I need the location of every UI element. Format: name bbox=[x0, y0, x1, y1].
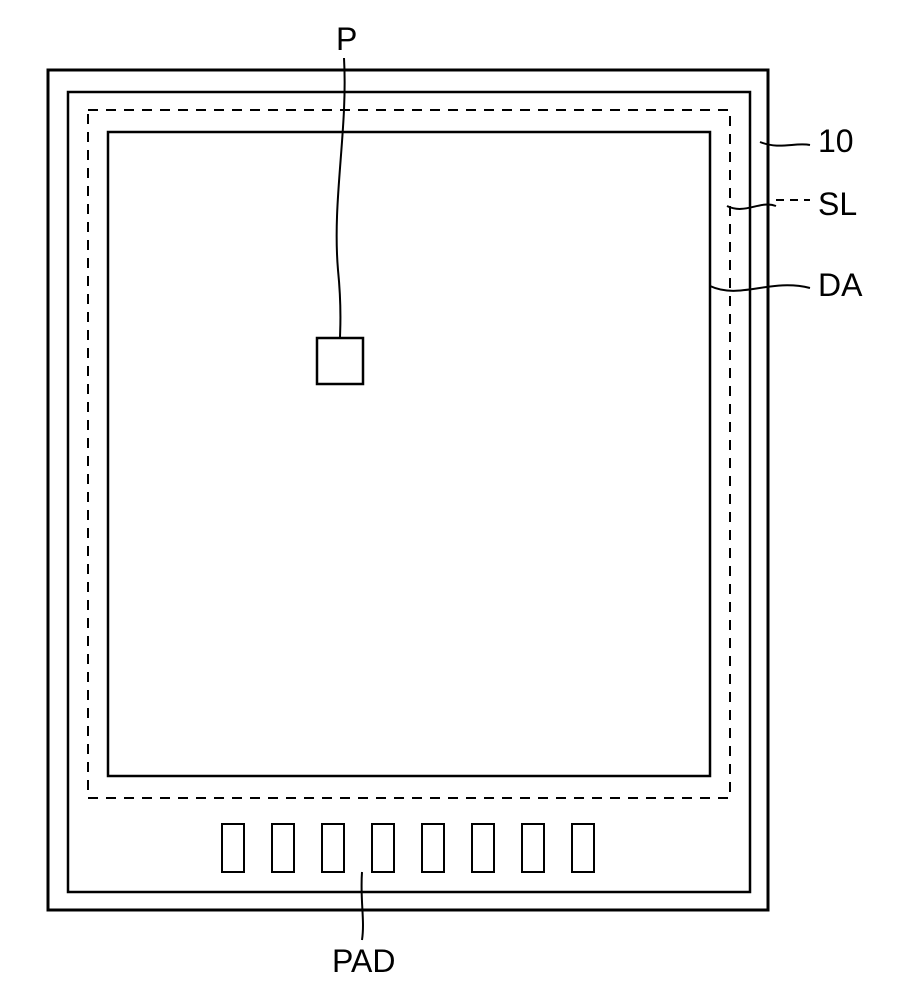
label-pad: PAD bbox=[332, 943, 395, 979]
diagram-canvas: P 10 SL DA PAD bbox=[0, 0, 901, 1000]
leader-da bbox=[710, 285, 810, 291]
leader-p bbox=[337, 58, 345, 338]
label-sl: SL bbox=[818, 186, 857, 222]
pixel-rect bbox=[317, 338, 363, 384]
pad-rect bbox=[272, 824, 294, 872]
display-area-rect bbox=[108, 132, 710, 776]
outer-frame bbox=[48, 70, 768, 910]
label-p: P bbox=[336, 21, 357, 57]
leader-pad bbox=[362, 872, 363, 940]
pad-rect bbox=[322, 824, 344, 872]
pad-rect bbox=[372, 824, 394, 872]
pad-rect bbox=[572, 824, 594, 872]
pad-group bbox=[222, 824, 594, 872]
pad-rect bbox=[472, 824, 494, 872]
dashed-rect-sl bbox=[88, 110, 730, 798]
label-10: 10 bbox=[818, 123, 854, 159]
substrate-rect bbox=[68, 92, 750, 892]
pad-rect bbox=[522, 824, 544, 872]
label-da: DA bbox=[818, 267, 863, 303]
pad-rect bbox=[422, 824, 444, 872]
pad-rect bbox=[222, 824, 244, 872]
